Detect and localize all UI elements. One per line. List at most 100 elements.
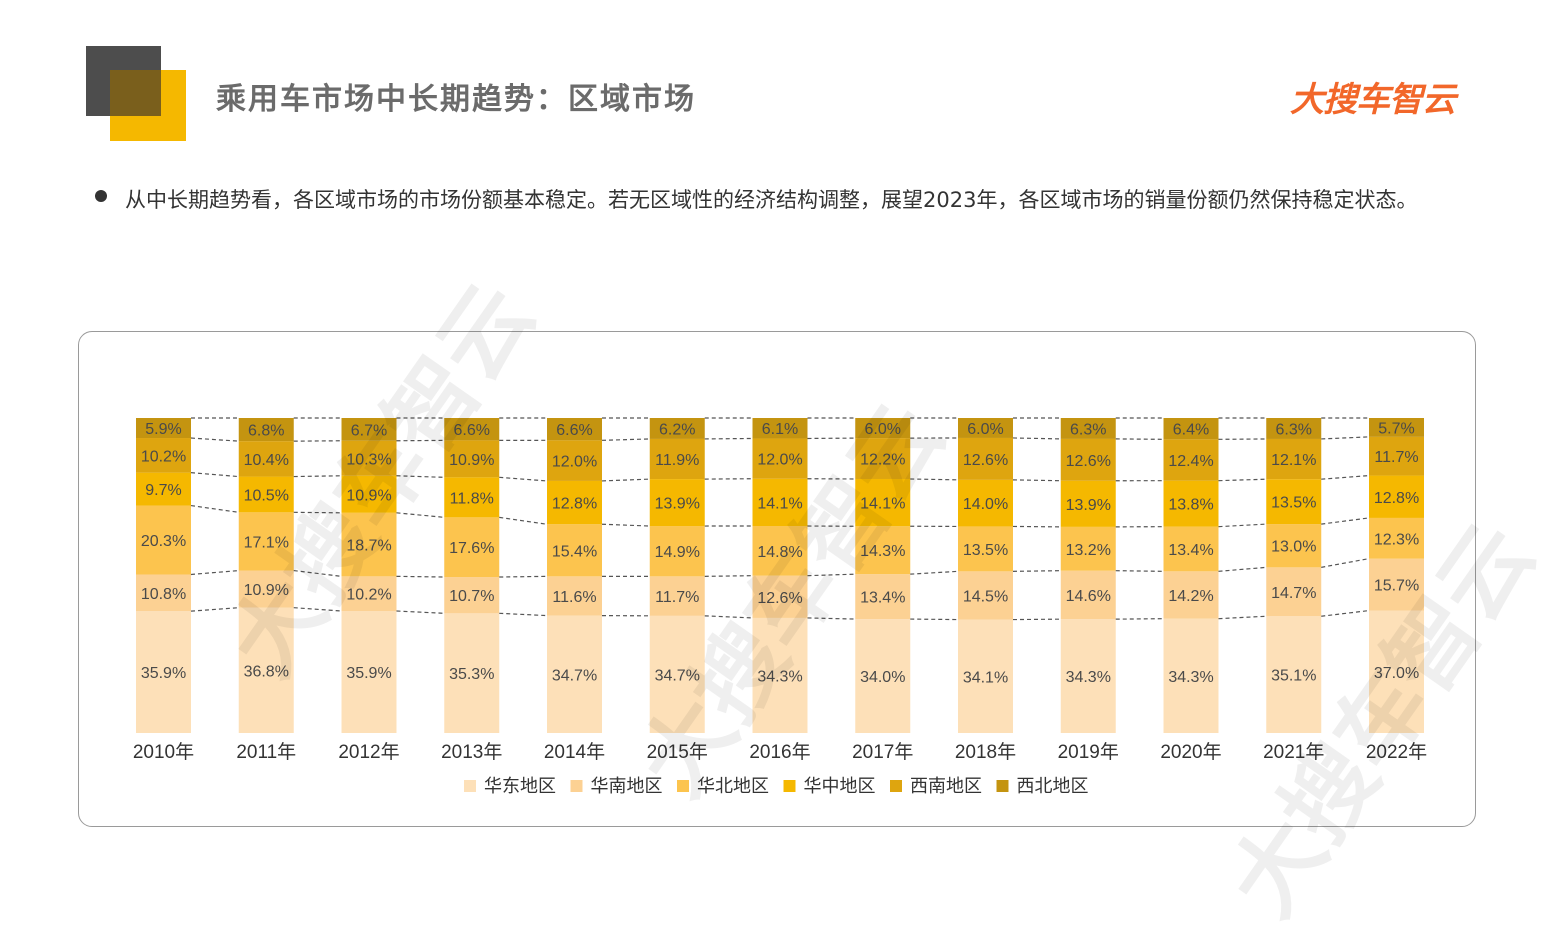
connector-line-0-2 [397,611,445,613]
connector-line-0-7 [910,619,958,620]
connector-line-2-4 [602,524,650,526]
data-label-1-1: 10.9% [244,582,289,599]
data-label-3-5: 6.6% [454,422,490,439]
data-label-7-4: 12.2% [860,452,905,469]
legend-label-1: 华南地区 [591,776,663,797]
data-label-10-1: 14.2% [1168,588,1213,605]
data-label-2-3: 10.9% [346,487,391,504]
data-label-6-0: 34.3% [757,668,802,685]
data-label-5-1: 11.7% [655,589,699,606]
data-label-1-3: 10.5% [244,487,289,504]
data-label-6-1: 12.6% [757,590,802,607]
data-label-3-0: 35.3% [449,666,494,683]
legend-swatch-1 [571,780,583,792]
data-label-7-2: 14.3% [860,543,905,560]
connector-line-1-11 [1321,559,1369,568]
brand-logo: 大搜车智云 [1290,72,1455,121]
legend-swatch-2 [677,780,689,792]
connector-line-1-9 [1116,571,1164,572]
data-label-0-3: 9.7% [145,482,181,499]
x-tick-label-0: 2010年 [133,741,194,763]
data-label-4-4: 12.0% [552,454,597,471]
data-label-6-4: 12.0% [757,452,802,469]
connector-line-0-5 [705,616,753,618]
connector-line-1-7 [910,571,958,574]
data-label-8-2: 13.5% [963,542,1008,559]
connector-line-3-8 [1013,480,1061,481]
data-label-11-1: 14.7% [1271,585,1316,602]
connector-line-2-2 [397,513,445,518]
x-tick-label-10: 2020年 [1160,741,1221,763]
data-label-12-5: 5.7% [1378,420,1414,437]
data-label-0-4: 10.2% [141,448,186,465]
connector-line-1-2 [397,576,445,577]
data-label-2-1: 10.2% [346,587,391,604]
x-tick-label-4: 2014年 [544,741,605,763]
data-label-10-5: 6.4% [1173,422,1209,439]
data-label-1-2: 17.1% [244,534,289,551]
data-label-9-3: 13.9% [1066,497,1111,514]
data-label-3-3: 11.8% [450,490,494,507]
data-label-12-2: 12.3% [1374,531,1419,548]
data-label-10-4: 12.4% [1168,453,1213,470]
connector-line-3-1 [294,476,342,477]
data-label-8-1: 14.5% [963,588,1008,605]
legend: 华东地区华南地区华北地区华中地区西南地区西北地区 [464,776,1089,797]
connector-line-2-3 [499,517,547,524]
x-tick-label-11: 2021年 [1263,741,1324,763]
connector-line-1-10 [1219,567,1267,571]
data-label-4-0: 34.7% [552,667,597,684]
connector-line-4-8 [1013,438,1061,439]
connector-line-0-11 [1321,611,1369,617]
data-label-1-0: 36.8% [244,663,289,680]
data-label-11-3: 13.5% [1271,495,1316,512]
data-label-12-4: 11.7% [1374,449,1418,466]
legend-swatch-3 [784,780,796,792]
data-label-2-5: 6.7% [351,422,387,439]
legend-swatch-0 [464,780,476,792]
data-label-6-5: 6.1% [762,421,798,438]
x-tick-label-3: 2013年 [441,741,502,763]
data-label-9-5: 6.3% [1070,421,1106,438]
connector-line-4-4 [602,439,650,440]
x-tick-label-5: 2015年 [647,741,708,763]
connector-line-3-3 [499,477,547,481]
data-label-8-0: 34.1% [963,669,1008,686]
data-label-9-2: 13.2% [1066,542,1111,559]
data-label-12-1: 15.7% [1374,578,1419,595]
x-tick-label-1: 2011年 [236,741,296,763]
data-label-2-0: 35.9% [346,665,391,682]
connector-line-0-3 [499,613,547,615]
data-label-5-0: 34.7% [655,667,700,684]
legend-label-5: 西北地区 [1017,776,1089,797]
connector-line-3-4 [602,479,650,481]
data-label-7-5: 6.0% [865,421,901,438]
connector-line-0-6 [808,618,856,619]
legend-label-2: 华北地区 [697,776,769,797]
data-label-4-3: 12.8% [552,496,597,513]
data-label-0-5: 5.9% [145,421,181,438]
connector-line-2-0 [191,506,239,513]
x-tick-label-2: 2012年 [338,741,399,763]
connector-line-1-8 [1013,571,1061,572]
x-tick-label-9: 2019年 [1058,741,1119,763]
data-label-10-2: 13.4% [1168,542,1213,559]
data-label-10-3: 13.8% [1168,497,1213,514]
data-label-3-2: 17.6% [449,540,494,557]
connector-line-0-10 [1219,616,1267,618]
data-label-11-4: 12.1% [1271,452,1316,469]
data-label-1-5: 6.8% [248,423,284,440]
connector-line-4-11 [1321,437,1369,439]
x-tick-label-6: 2016年 [749,741,810,763]
data-label-8-4: 12.6% [963,452,1008,469]
legend-swatch-5 [997,780,1009,792]
bullet-icon [95,190,107,202]
connector-line-3-7 [910,479,958,480]
data-label-8-5: 6.0% [967,421,1003,438]
data-label-10-0: 34.3% [1168,669,1213,686]
data-label-6-2: 14.8% [757,544,802,561]
connector-line-1-0 [191,571,239,575]
data-label-11-5: 6.3% [1276,421,1312,438]
data-label-5-3: 13.9% [655,496,700,513]
connector-line-3-2 [397,476,445,478]
